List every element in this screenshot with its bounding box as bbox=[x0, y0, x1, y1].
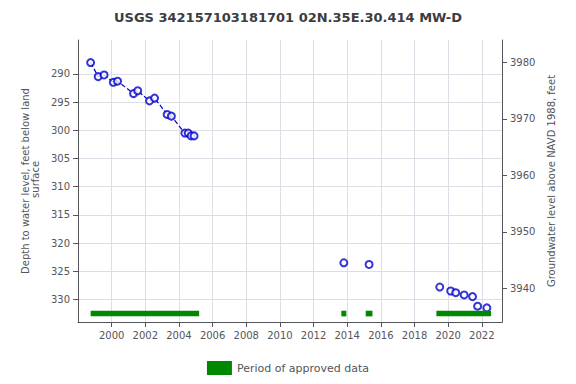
svg-text:3970: 3970 bbox=[510, 113, 535, 124]
svg-text:290: 290 bbox=[51, 68, 70, 79]
svg-text:315: 315 bbox=[51, 209, 70, 220]
svg-text:2020: 2020 bbox=[435, 330, 460, 341]
svg-text:surface: surface bbox=[30, 161, 41, 201]
svg-text:3980: 3980 bbox=[510, 57, 535, 68]
svg-text:2008: 2008 bbox=[234, 330, 259, 341]
svg-text:325: 325 bbox=[51, 266, 70, 277]
svg-text:2004: 2004 bbox=[166, 330, 191, 341]
svg-text:2012: 2012 bbox=[301, 330, 326, 341]
svg-text:2016: 2016 bbox=[368, 330, 393, 341]
svg-text:305: 305 bbox=[51, 153, 70, 164]
svg-text:2000: 2000 bbox=[99, 330, 124, 341]
svg-text:USGS 342157103181701 02N.35E.3: USGS 342157103181701 02N.35E.30.414 MW-D bbox=[114, 10, 462, 25]
svg-text:2018: 2018 bbox=[402, 330, 427, 341]
svg-text:330: 330 bbox=[51, 294, 70, 305]
svg-text:Period of approved data: Period of approved data bbox=[237, 362, 369, 375]
svg-text:Groundwater level above NAVD 1: Groundwater level above NAVD 1988, feet bbox=[546, 75, 557, 287]
svg-text:2014: 2014 bbox=[334, 330, 359, 341]
svg-text:295: 295 bbox=[51, 97, 70, 108]
svg-text:2006: 2006 bbox=[200, 330, 225, 341]
svg-text:2002: 2002 bbox=[133, 330, 158, 341]
svg-text:3960: 3960 bbox=[510, 170, 535, 181]
svg-text:300: 300 bbox=[51, 125, 70, 136]
svg-text:Depth to water level, feet bel: Depth to water level, feet below land bbox=[19, 88, 31, 274]
svg-text:2022: 2022 bbox=[469, 330, 494, 341]
svg-text:310: 310 bbox=[51, 181, 70, 192]
svg-text:320: 320 bbox=[51, 238, 70, 249]
svg-text:2010: 2010 bbox=[267, 330, 292, 341]
svg-text:3940: 3940 bbox=[510, 283, 535, 294]
svg-text:3950: 3950 bbox=[510, 226, 535, 237]
